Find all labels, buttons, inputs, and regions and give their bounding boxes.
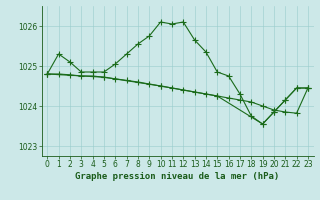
X-axis label: Graphe pression niveau de la mer (hPa): Graphe pression niveau de la mer (hPa) — [76, 172, 280, 181]
